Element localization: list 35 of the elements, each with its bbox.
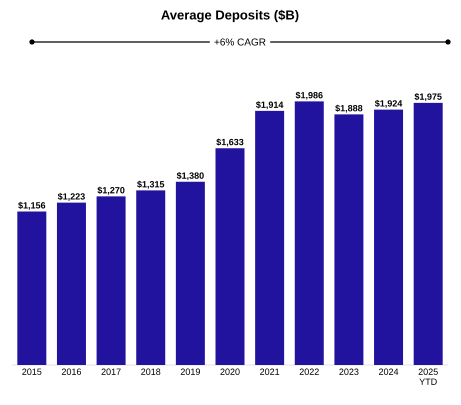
bar [216,148,244,365]
bar [136,190,166,365]
bar [374,110,404,365]
x-tick-label: 2021 [260,368,280,375]
bar [96,196,126,365]
bar [334,114,364,365]
data-label: $1,924 [374,100,402,108]
x-tick-label: 2016 [62,368,82,375]
data-label: $1,223 [58,192,85,201]
x-tick-label: 2019 [180,368,200,375]
bar [56,202,86,365]
chart-title: Average Deposits ($B) [161,10,298,22]
data-label: $1,270 [97,186,124,195]
bar [255,110,284,365]
x-tick-label: 2015 [22,368,42,375]
data-label: $1,315 [137,180,164,189]
bar [176,182,205,365]
data-label: $1,914 [256,101,284,110]
data-label: $1,986 [296,92,323,100]
bar [294,101,324,365]
text: +6% CAGR [214,38,266,46]
x-tick-label: 2023 [339,368,359,375]
data-label: $1,633 [216,138,244,147]
bar [414,102,443,365]
x-tick-label: 2020 [220,368,240,375]
x-tick-label: 2024 [378,368,398,375]
data-label: $1,888 [335,104,362,113]
data-label: $1,380 [176,172,204,180]
bar [17,212,46,365]
x-tick-label: 2022 [300,368,319,375]
data-label: $1,156 [18,202,46,210]
x-tick-label: 2018 [141,368,160,375]
x-tick-label: 2017 [102,368,121,375]
x-tick-label: 2025 YTD [418,368,438,385]
data-label: $1,975 [414,93,442,102]
